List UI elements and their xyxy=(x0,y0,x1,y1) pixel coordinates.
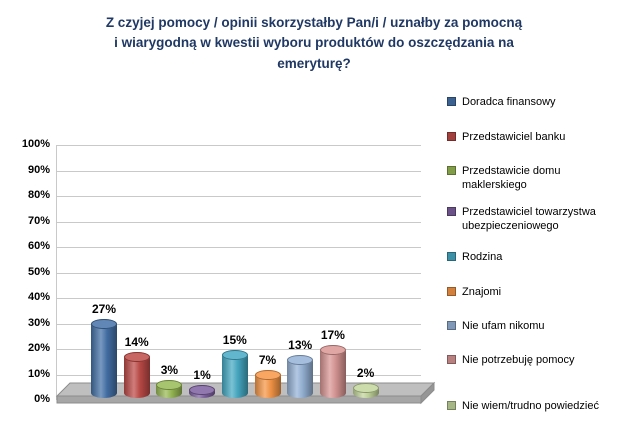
legend-marker xyxy=(447,97,456,106)
legend-item: Znajomi xyxy=(447,285,501,299)
bar-body xyxy=(123,357,150,393)
legend-item: Rodzina xyxy=(447,250,502,264)
legend-label: Przedstawiciel towarzystwa ubezpieczenio… xyxy=(462,206,596,233)
y-gridline xyxy=(57,323,421,325)
bar-7 xyxy=(287,355,314,398)
bar-top-cap xyxy=(189,385,216,395)
bar-value-label: 1% xyxy=(193,368,211,382)
bar-top-cap xyxy=(352,383,379,393)
legend-item: Nie potrzebuję pomocy xyxy=(447,353,575,367)
y-axis-tick-label: 60% xyxy=(27,240,50,252)
y-axis-tick-label: 20% xyxy=(27,342,50,354)
bar-3 xyxy=(156,380,183,398)
chart-title-line: Z czyjej pomocy / opinii skorzystałby Pa… xyxy=(105,15,523,30)
y-gridline xyxy=(57,145,421,146)
legend-label: Nie ufam nikomu xyxy=(462,320,545,332)
bar-value-label: 17% xyxy=(320,328,345,342)
legend-label: Rodzina xyxy=(462,251,503,263)
bar-value-label: 2% xyxy=(356,366,375,380)
legend-marker xyxy=(447,252,456,261)
y-axis-tick-label: 40% xyxy=(27,291,50,303)
y-gridline xyxy=(57,196,421,197)
legend-label: Przedstawicie domu maklerskiego xyxy=(462,165,561,192)
bar-bottom-cap xyxy=(319,388,346,398)
bar-body xyxy=(221,355,248,393)
bar-value-label: 27% xyxy=(91,302,117,316)
bar-9 xyxy=(352,383,379,398)
bar-bottom-cap xyxy=(287,388,314,398)
bar-top-cap xyxy=(123,352,150,362)
bar-top-cap xyxy=(156,380,183,390)
legend-label: Nie potrzebuję pomocy xyxy=(462,354,575,366)
legend-label: Znajomi xyxy=(462,286,502,298)
bar-value-label: 7% xyxy=(258,353,277,367)
legend-marker xyxy=(447,321,456,330)
bar-6 xyxy=(254,370,281,398)
legend-item: Doradca finansowy xyxy=(447,95,556,109)
bar-value-label: 14% xyxy=(124,335,149,349)
y-axis-tick-label: 100% xyxy=(21,138,50,150)
bar-top-cap xyxy=(287,355,314,365)
bar-top-cap xyxy=(319,345,346,355)
bar-top-cap xyxy=(221,350,248,360)
y-gridline xyxy=(57,298,421,299)
legend-item: Przedstawiciel banku xyxy=(447,130,565,144)
y-axis-tick-label: 0% xyxy=(34,393,50,405)
legend-marker xyxy=(447,287,456,296)
bar-value-label: 15% xyxy=(222,333,247,347)
legend-item: Przedstawiciel towarzystwa ubezpieczenio… xyxy=(447,205,625,234)
floor-side-face xyxy=(420,381,435,405)
y-axis-tick-label: 90% xyxy=(27,163,50,176)
legend-label: Nie wiem/trudno powiedzieć xyxy=(462,400,599,412)
chart-title-line: i wiarygodną w kwestii wyboru produktów … xyxy=(114,35,514,51)
bar-body xyxy=(319,350,346,393)
y-axis-tick-label: 30% xyxy=(27,316,50,329)
bar-2 xyxy=(123,352,150,398)
y-gridline xyxy=(57,247,421,248)
bar-bottom-cap xyxy=(352,388,379,398)
bar-5 xyxy=(221,350,248,398)
chart-title: Z czyjej pomocy / opinii skorzystałby Pa… xyxy=(44,13,584,74)
bar-8 xyxy=(319,345,346,398)
legend-marker xyxy=(447,132,456,141)
bar-body xyxy=(91,324,117,393)
legend-label: Przedstawiciel banku xyxy=(462,131,566,143)
bar-value-label: 13% xyxy=(288,338,313,352)
legend-item: Nie wiem/trudno powiedzieć xyxy=(447,399,599,413)
bar-body xyxy=(287,360,314,393)
y-axis-tick-label: 10% xyxy=(27,367,50,380)
legend-marker xyxy=(447,207,456,216)
y-gridline xyxy=(57,221,421,223)
bar-bottom-cap xyxy=(156,388,183,398)
bar-top-cap xyxy=(254,370,281,380)
bar-bottom-cap xyxy=(221,388,248,398)
bar-body xyxy=(254,375,281,393)
legend-item: Nie ufam nikomu xyxy=(447,319,545,333)
bar-4 xyxy=(189,385,216,398)
legend-marker xyxy=(447,166,456,175)
chart-legend: Doradca finansowy Przedstawiciel banku Prz… xyxy=(447,0,625,442)
y-gridline xyxy=(57,349,421,350)
legend-marker xyxy=(447,355,456,364)
bar-1 xyxy=(91,319,117,398)
y-axis-tick-label: 50% xyxy=(27,265,50,278)
bar-bottom-cap xyxy=(123,388,150,398)
legend-label: Doradca finansowy xyxy=(462,96,556,108)
y-axis-tick-label: 70% xyxy=(27,214,50,227)
y-axis-line xyxy=(56,145,57,400)
y-axis-tick-label: 80% xyxy=(27,189,50,201)
y-gridline xyxy=(57,170,421,172)
y-gridline xyxy=(57,272,421,274)
chart-title-line: emeryturę? xyxy=(277,55,351,71)
legend-marker xyxy=(447,401,456,410)
legend-item: Przedstawicie domu maklerskiego xyxy=(447,164,625,193)
bar-bottom-cap xyxy=(254,388,281,398)
bar-bottom-cap xyxy=(91,388,117,398)
bar-value-label: 3% xyxy=(160,363,179,377)
bar-top-cap xyxy=(91,319,117,329)
